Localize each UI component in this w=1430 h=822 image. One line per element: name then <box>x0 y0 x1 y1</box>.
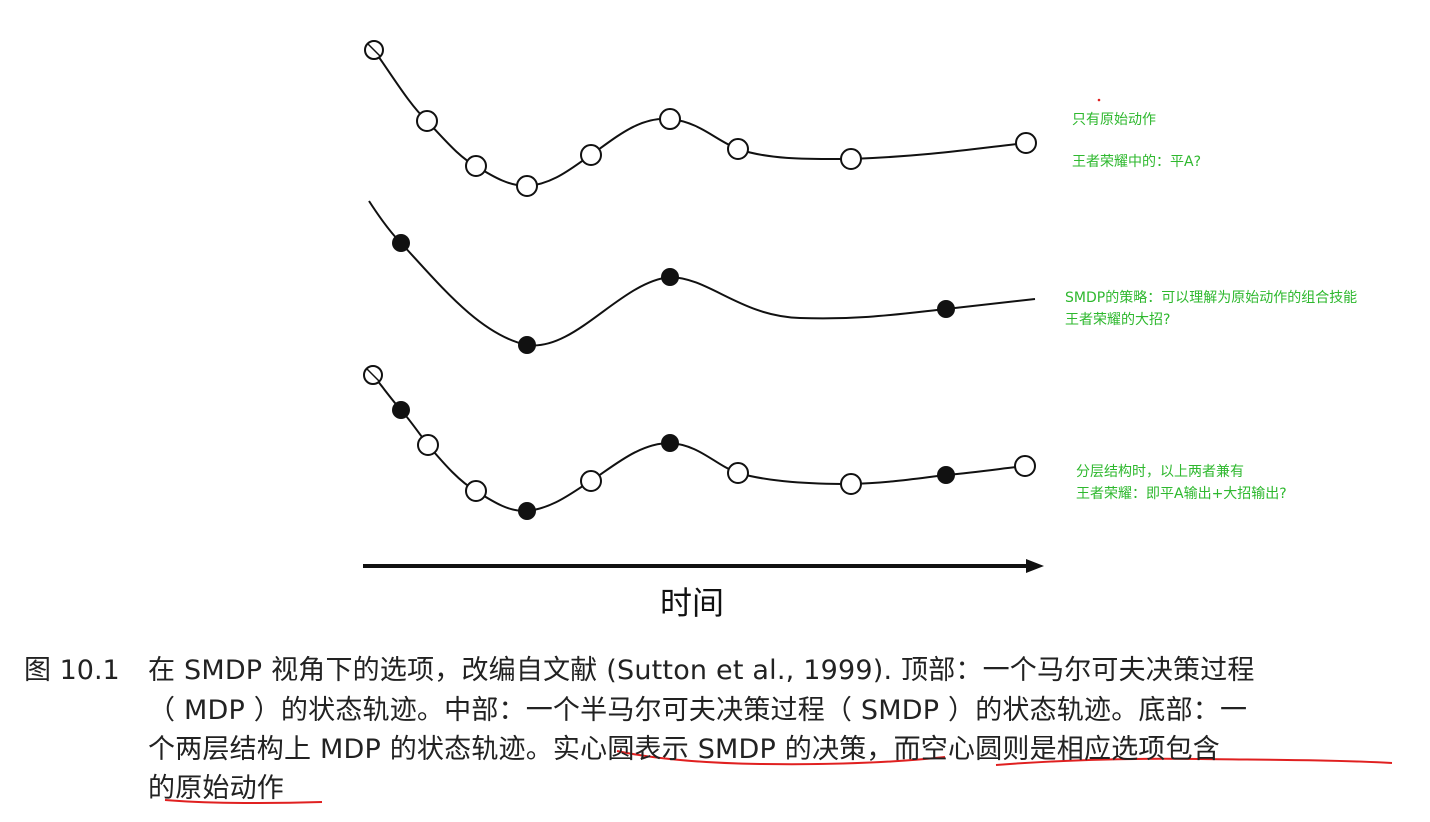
open-circle-marker <box>416 110 438 132</box>
open-circle-marker <box>727 138 749 160</box>
open-circle-marker <box>580 470 602 492</box>
open-circle-marker <box>840 148 862 170</box>
arrow-right-icon <box>1026 559 1044 573</box>
open-circle-marker <box>727 462 749 484</box>
note-top: 只有原始动作 王者荣耀中的：平A? <box>1072 109 1201 173</box>
caption-line-3: 个两层结构上 MDP 的状态轨迹。实心圆表示 SMDP 的决策，而空心圆则是相应… <box>148 734 1221 765</box>
filled-circle-marker <box>661 434 679 452</box>
open-circle-marker <box>516 175 538 197</box>
open-circle-marker <box>465 480 487 502</box>
filled-circle-marker <box>937 300 955 318</box>
middle-trajectory-curve <box>368 200 1036 347</box>
middle-trajectory <box>368 200 1036 354</box>
filled-circle-marker <box>392 401 410 419</box>
filled-circle-marker <box>518 502 536 520</box>
filled-circle-marker <box>661 268 679 286</box>
red-underline-2 <box>995 757 1393 766</box>
note-bottom-line1: 分层结构时，以上两者兼有 <box>1076 464 1244 480</box>
stray-dot <box>1097 98 1101 102</box>
note-middle-line2: 王者荣耀的大招? <box>1065 312 1171 328</box>
top-trajectory <box>364 40 1037 197</box>
open-circle-marker <box>417 434 439 456</box>
filled-circle-marker <box>392 234 410 252</box>
figure-number: 图 10.1 <box>24 655 120 686</box>
filled-circle-marker <box>518 336 536 354</box>
caption-line-1: 在 SMDP 视角下的选项，改编自文献 (Sutton et al., 1999… <box>148 655 1255 686</box>
red-underline-1 <box>616 750 946 766</box>
open-circle-slash <box>367 43 381 57</box>
filled-circle-marker <box>937 466 955 484</box>
caption-line-2: （ MDP ）的状态轨迹。中部：一个半马尔可夫决策过程（ SMDP ）的状态轨迹… <box>148 695 1248 726</box>
open-circle-slash <box>366 368 380 382</box>
bottom-trajectory <box>363 365 1036 520</box>
open-circle-marker <box>659 108 681 130</box>
note-bottom-line2: 王者荣耀：即平A输出+大招输出? <box>1076 486 1287 502</box>
open-circle-marker <box>1015 132 1037 154</box>
open-circle-marker <box>840 473 862 495</box>
note-bottom: 分层结构时，以上两者兼有 王者荣耀：即平A输出+大招输出? <box>1076 461 1287 505</box>
note-top-line2: 王者荣耀中的：平A? <box>1072 154 1202 170</box>
caption-line-4: 的原始动作 <box>148 773 284 804</box>
open-circle-marker <box>580 144 602 166</box>
time-axis <box>363 559 1044 573</box>
open-circle-marker <box>465 155 487 177</box>
red-underline-3 <box>164 799 323 805</box>
note-middle: SMDP的策略：可以理解为原始动作的组合技能 王者荣耀的大招? <box>1065 287 1357 331</box>
time-axis-label: 时间 <box>660 584 725 622</box>
note-top-line1: 只有原始动作 <box>1072 112 1156 128</box>
note-middle-line1: SMDP的策略：可以理解为原始动作的组合技能 <box>1065 290 1358 306</box>
open-circle-marker <box>1014 455 1036 477</box>
